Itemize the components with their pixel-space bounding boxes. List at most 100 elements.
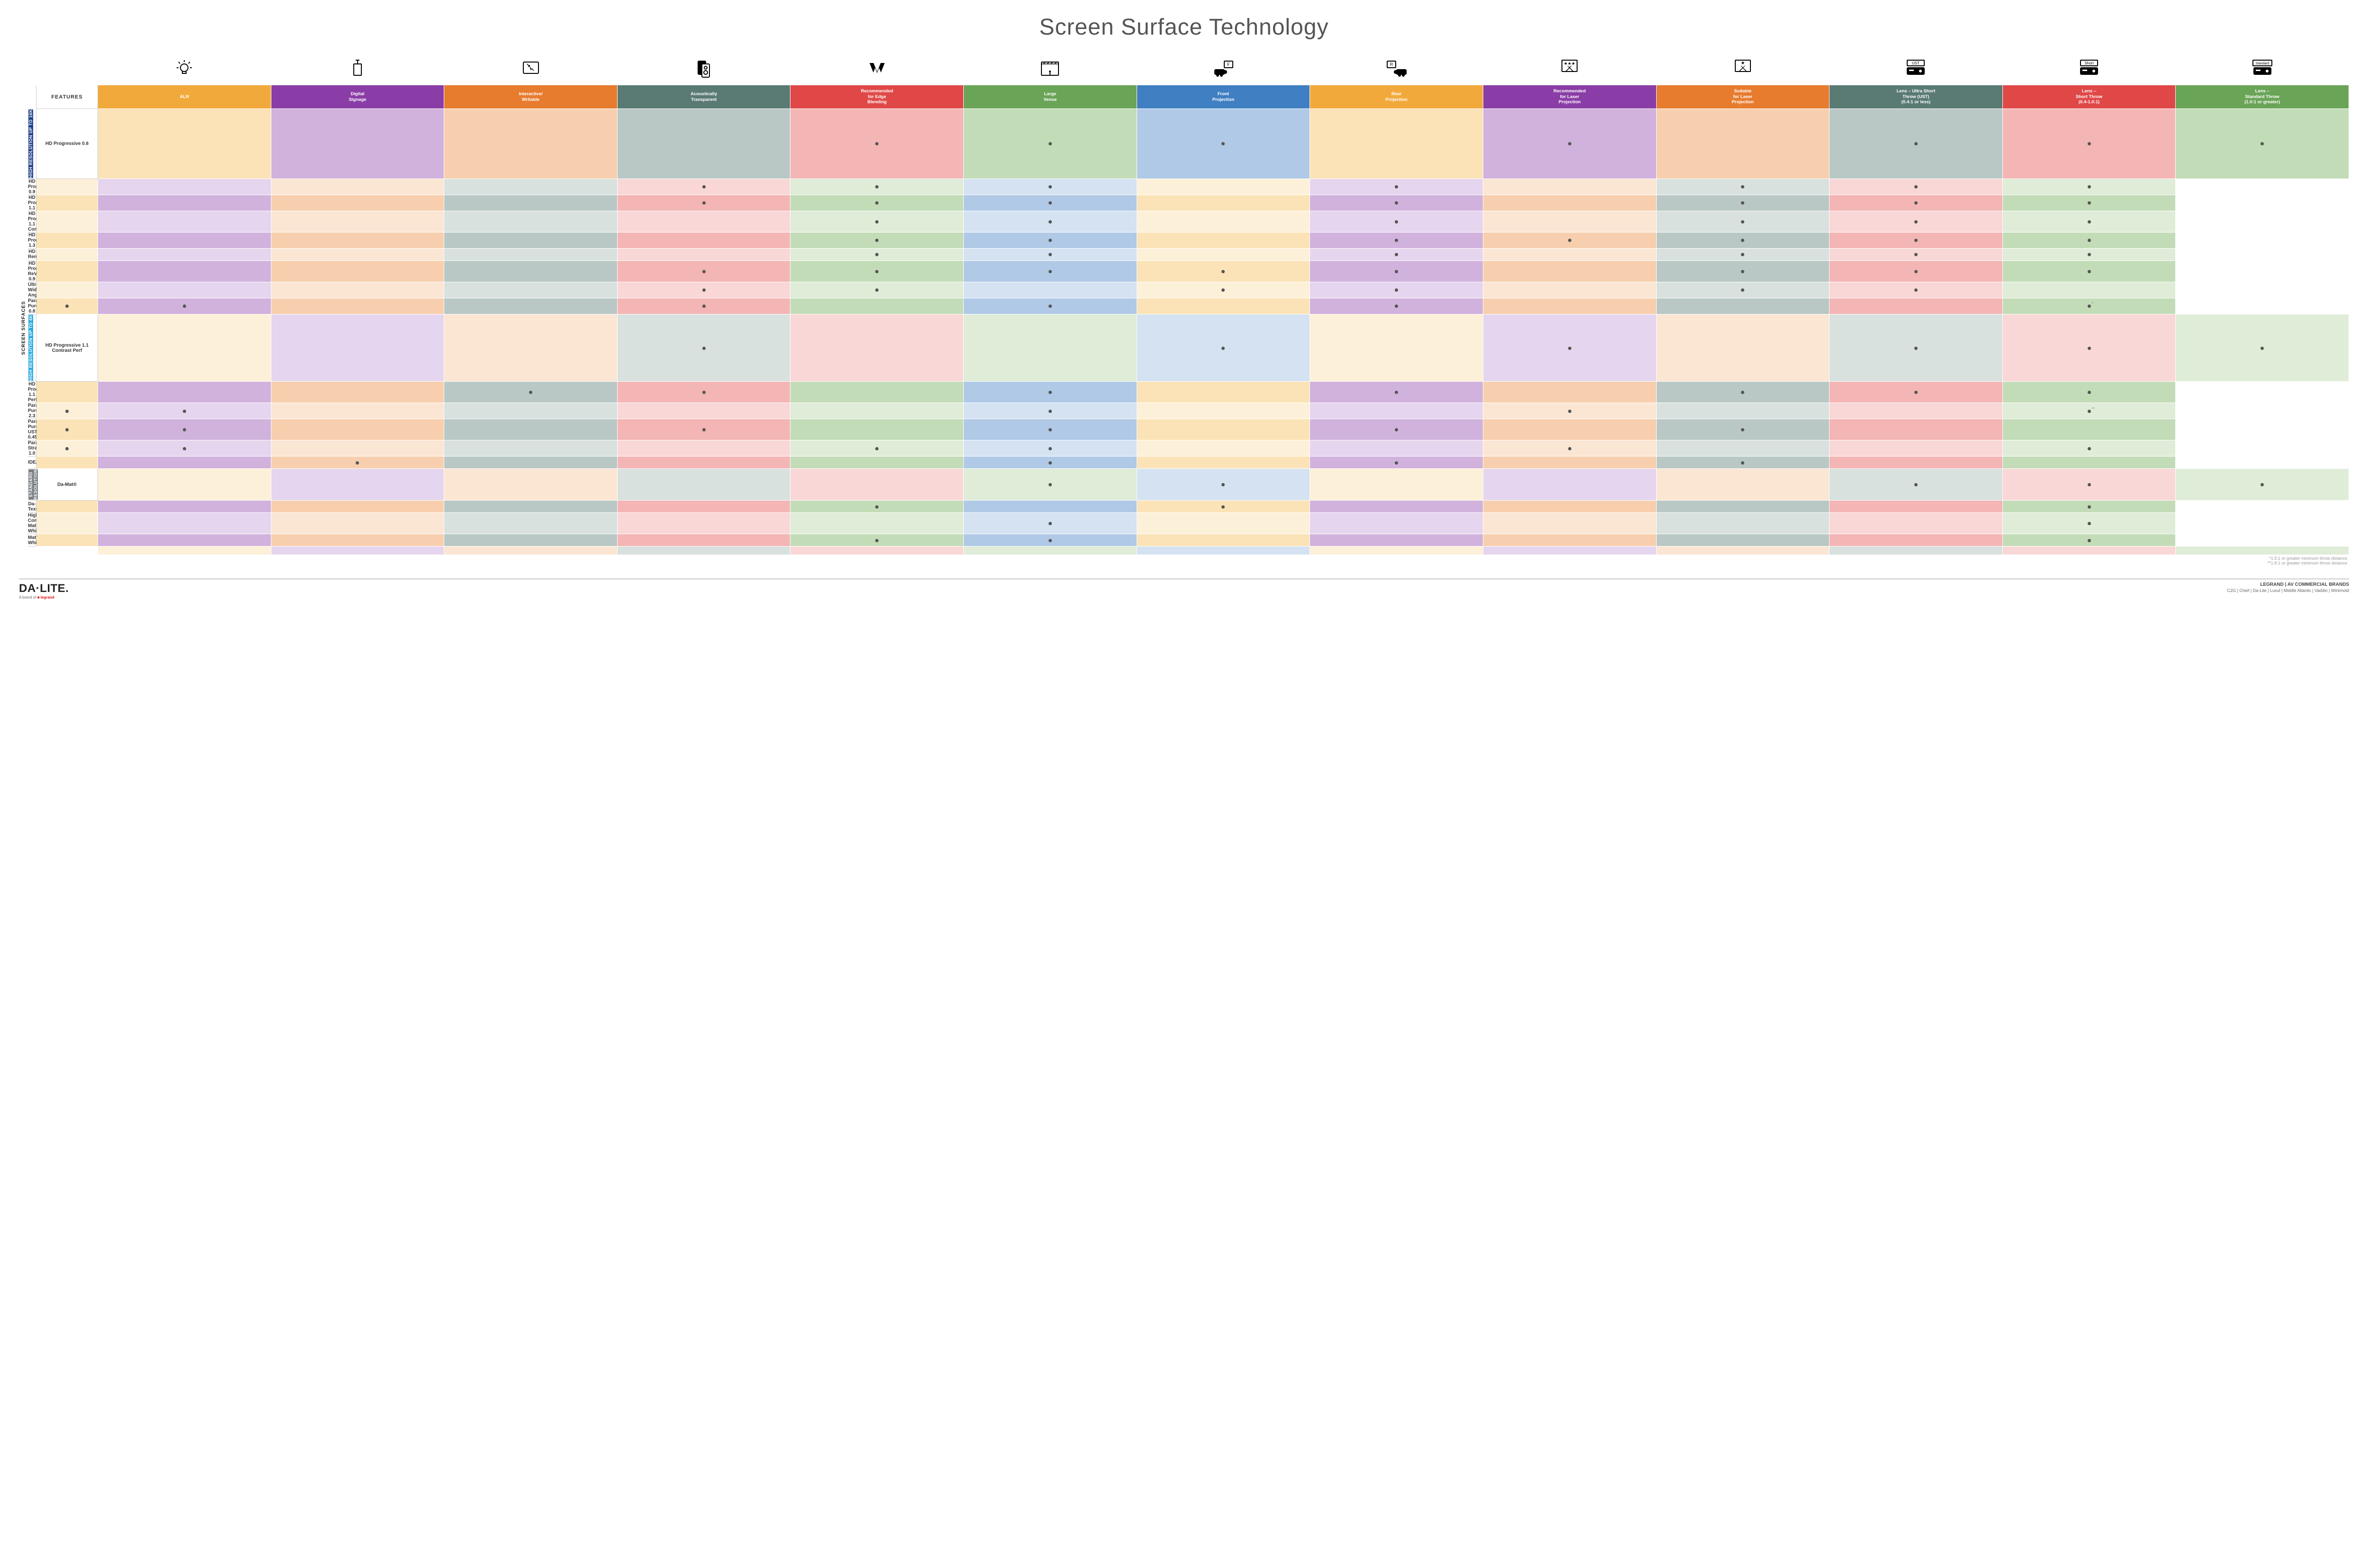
dot-icon [2088, 447, 2091, 450]
matrix-cell [1483, 282, 1656, 298]
matrix-cell [2176, 314, 2349, 382]
matrix-cell [1310, 282, 1483, 298]
dot-icon [65, 305, 69, 308]
column-icon [271, 52, 444, 85]
matrix-cell [1656, 457, 1830, 469]
table-row: STANDARDRESOLUTIONDa-Mat® [19, 469, 2349, 501]
matrix-cell [1483, 534, 1656, 547]
dot-icon [1395, 270, 1398, 273]
matrix-cell [2002, 314, 2176, 382]
group-label: HIGH RESOLUTION UP TO 4K [28, 314, 34, 382]
matrix-cell [1830, 501, 2003, 513]
dot-icon [2088, 201, 2091, 205]
dot-icon [2088, 270, 2091, 273]
column-header: Recommendedfor EdgeBlending [790, 85, 964, 109]
dot-icon [1568, 447, 1571, 450]
matrix-cell [964, 513, 1137, 534]
brand-logo: DA·LITE. [19, 582, 69, 595]
matrix-cell [2002, 457, 2176, 469]
dot-icon [1568, 347, 1571, 350]
matrix-cell [98, 195, 271, 211]
matrix-cell [1137, 501, 1310, 513]
column-header: Interactive/Writable [444, 85, 618, 109]
table-row: Parallax® Pure 0.8* [19, 298, 2349, 314]
table-row: HD Progressive1.1 Contrast [19, 211, 2349, 232]
matrix-cell [36, 298, 98, 314]
matrix-cell [790, 469, 964, 501]
matrix-cell [1483, 513, 1656, 534]
footnote: **1.8:1 or greater minimum throw distanc… [19, 561, 2347, 565]
dot-icon [875, 239, 879, 242]
dot-icon [875, 201, 879, 205]
matrix-cell [617, 382, 790, 403]
matrix-cell [617, 403, 790, 419]
matrix-cell [617, 195, 790, 211]
matrix-cell [444, 382, 618, 403]
matrix-cell [271, 314, 444, 382]
matrix-cell [2002, 109, 2176, 179]
table-row: HD Progressive 1.1 Perf [19, 382, 2349, 403]
svg-text:★★★: ★★★ [1564, 61, 1575, 66]
matrix-cell [444, 260, 618, 282]
dot-icon [2088, 239, 2091, 242]
matrix-cell [964, 248, 1137, 260]
dot-icon [1741, 288, 1744, 292]
dot-icon [2088, 505, 2091, 509]
matrix-cell [2176, 469, 2349, 501]
matrix-cell [790, 382, 964, 403]
matrix-cell [36, 211, 98, 232]
matrix-cell [1483, 501, 1656, 513]
matrix-cell [2002, 211, 2176, 232]
matrix-cell [271, 109, 444, 179]
dot-icon [1395, 220, 1398, 224]
dot-icon [2088, 185, 2091, 188]
footnotes: *1.5:1 or greater minimum throw distance… [19, 556, 2349, 565]
matrix-cell [271, 211, 444, 232]
matrix-cell [790, 457, 964, 469]
matrix-cell [964, 501, 1137, 513]
matrix-cell [98, 298, 271, 314]
dot-icon [875, 142, 879, 145]
row-label: HD Progressive 1.3 [28, 232, 36, 248]
features-header: FEATURES [36, 85, 98, 109]
matrix-cell [1310, 419, 1483, 440]
matrix-cell [1483, 440, 1656, 457]
matrix-cell [1656, 109, 1830, 179]
header-row: FEATURESALRDigitalSignageInteractive/Wri… [19, 85, 2349, 109]
matrix-cell [98, 403, 271, 419]
matrix-cell [1656, 282, 1830, 298]
row-label: HD Progressive 0.6 [36, 109, 98, 179]
matrix-cell [1137, 457, 1310, 469]
dot-icon [1914, 185, 1918, 188]
matrix-cell [790, 109, 964, 179]
matrix-cell [1310, 211, 1483, 232]
matrix-cell [444, 195, 618, 211]
column-header: Lens –Short Throw(0.4-1.0:1) [2002, 85, 2176, 109]
dot-icon [702, 201, 706, 205]
matrix-cell [617, 298, 790, 314]
matrix-cell [617, 440, 790, 457]
dot-icon [1741, 270, 1744, 273]
dot-icon [1741, 428, 1744, 431]
column-header: LargeVenue [964, 85, 1137, 109]
matrix-cell [444, 282, 618, 298]
matrix-cell [1137, 109, 1310, 179]
row-label: Parallax® Pure 0.8 [28, 298, 36, 314]
matrix-cell [444, 534, 618, 547]
matrix-cell [2176, 109, 2349, 179]
matrix-cell [1656, 469, 1830, 501]
dot-icon [1741, 239, 1744, 242]
matrix-cell [1137, 534, 1310, 547]
matrix-cell [98, 248, 271, 260]
page-title: Screen Surface Technology [19, 14, 2349, 40]
side-label: SCREEN SURFACES [19, 109, 28, 547]
footer-right-title: LEGRAND | AV COMMERCIAL BRANDS [2227, 582, 2349, 587]
matrix-cell [1656, 179, 1830, 195]
dot-icon [1221, 505, 1225, 509]
table-row: IDEA™ [19, 457, 2349, 469]
matrix-cell [1483, 403, 1656, 419]
matrix-cell [2002, 513, 2176, 534]
matrix-cell [1830, 419, 2003, 440]
dot-icon [2088, 142, 2091, 145]
matrix-cell [617, 469, 790, 501]
